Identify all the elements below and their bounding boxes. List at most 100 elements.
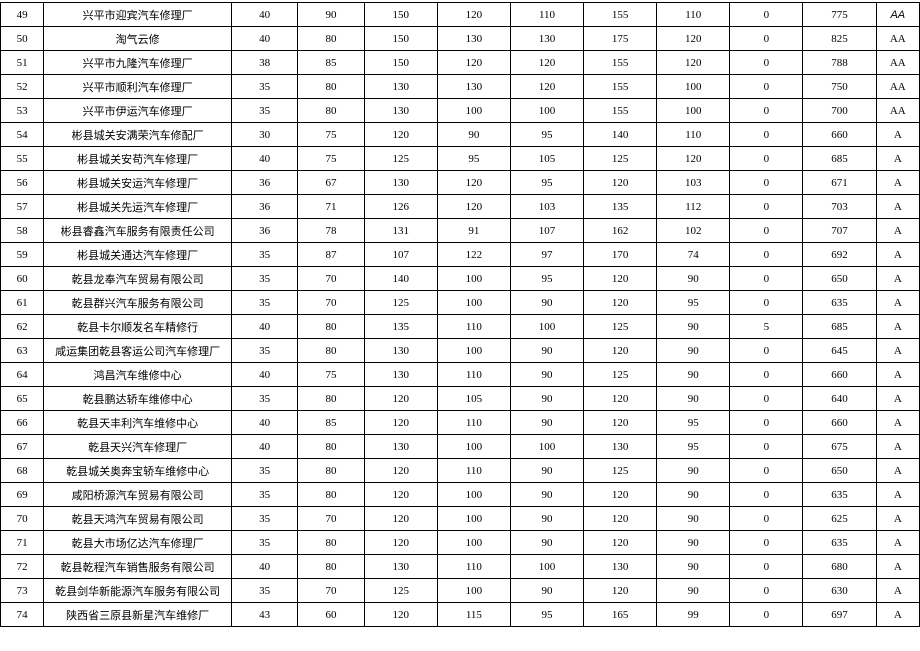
cell-value: 162	[584, 219, 657, 243]
cell-grade: A	[876, 243, 919, 267]
table-row: 54彬县城关安满荣汽车修配厂307512090951401100660A	[1, 123, 920, 147]
cell-value: 90	[510, 411, 583, 435]
cell-value: 90	[657, 315, 730, 339]
table-row: 66乾县天丰利汽车维修中心408512011090120950660A	[1, 411, 920, 435]
cell-index: 56	[1, 171, 44, 195]
cell-value: 90	[657, 555, 730, 579]
table-row: 69咸阳桥源汽车贸易有限公司358012010090120900635A	[1, 483, 920, 507]
cell-value: 707	[803, 219, 876, 243]
cell-value: 750	[803, 75, 876, 99]
cell-value: 700	[803, 99, 876, 123]
cell-value: 80	[298, 27, 364, 51]
cell-value: 120	[364, 123, 437, 147]
cell-index: 70	[1, 507, 44, 531]
cell-value: 35	[231, 75, 297, 99]
cell-value: 640	[803, 387, 876, 411]
cell-value: 90	[510, 507, 583, 531]
cell-name: 兴平市顺利汽车修理厂	[44, 75, 232, 99]
cell-grade: AA	[876, 3, 919, 27]
cell-value: 165	[584, 603, 657, 627]
cell-value: 5	[730, 315, 803, 339]
cell-value: 120	[437, 51, 510, 75]
table-row: 50淘气云修40801501301301751200825AA	[1, 27, 920, 51]
cell-name: 乾县天鸿汽车贸易有限公司	[44, 507, 232, 531]
cell-value: 120	[657, 51, 730, 75]
cell-value: 100	[437, 339, 510, 363]
cell-name: 乾县卡尔顺发名车精修行	[44, 315, 232, 339]
cell-value: 120	[364, 459, 437, 483]
cell-value: 125	[364, 147, 437, 171]
cell-value: 100	[437, 99, 510, 123]
cell-grade: A	[876, 291, 919, 315]
cell-value: 120	[584, 483, 657, 507]
cell-value: 95	[657, 291, 730, 315]
cell-value: 120	[510, 51, 583, 75]
cell-value: 110	[437, 315, 510, 339]
cell-value: 685	[803, 315, 876, 339]
cell-value: 0	[730, 27, 803, 51]
table-row: 55彬县城关安苟汽车修理厂4075125951051251200685A	[1, 147, 920, 171]
cell-value: 67	[298, 171, 364, 195]
cell-value: 97	[510, 243, 583, 267]
cell-value: 0	[730, 291, 803, 315]
cell-value: 125	[584, 147, 657, 171]
cell-value: 130	[364, 75, 437, 99]
table-row: 65乾县鹏达轿车维修中心358012010590120900640A	[1, 387, 920, 411]
cell-value: 40	[231, 363, 297, 387]
cell-grade: A	[876, 171, 919, 195]
cell-value: 130	[364, 555, 437, 579]
cell-value: 120	[437, 195, 510, 219]
cell-value: 120	[584, 267, 657, 291]
cell-value: 70	[298, 267, 364, 291]
cell-value: 40	[231, 315, 297, 339]
cell-value: 125	[584, 459, 657, 483]
cell-grade: A	[876, 507, 919, 531]
cell-value: 120	[510, 75, 583, 99]
cell-value: 95	[437, 147, 510, 171]
cell-value: 40	[231, 435, 297, 459]
cell-index: 73	[1, 579, 44, 603]
cell-value: 85	[298, 411, 364, 435]
cell-grade: A	[876, 435, 919, 459]
cell-name: 乾县龙奉汽车贸易有限公司	[44, 267, 232, 291]
cell-value: 110	[437, 363, 510, 387]
cell-grade: A	[876, 267, 919, 291]
cell-value: 105	[510, 147, 583, 171]
cell-value: 70	[298, 579, 364, 603]
cell-value: 100	[437, 483, 510, 507]
cell-name: 乾县天丰利汽车维修中心	[44, 411, 232, 435]
cell-value: 671	[803, 171, 876, 195]
cell-grade: AA	[876, 99, 919, 123]
cell-value: 0	[730, 363, 803, 387]
cell-value: 100	[437, 435, 510, 459]
cell-value: 100	[510, 435, 583, 459]
cell-value: 685	[803, 147, 876, 171]
cell-name: 彬县城关先运汽车修理厂	[44, 195, 232, 219]
cell-value: 120	[657, 147, 730, 171]
cell-value: 35	[231, 387, 297, 411]
cell-index: 66	[1, 411, 44, 435]
cell-grade: A	[876, 555, 919, 579]
cell-grade: A	[876, 387, 919, 411]
cell-value: 131	[364, 219, 437, 243]
cell-value: 103	[657, 171, 730, 195]
cell-value: 95	[657, 435, 730, 459]
cell-value: 650	[803, 459, 876, 483]
cell-value: 650	[803, 267, 876, 291]
cell-value: 90	[657, 531, 730, 555]
cell-value: 100	[657, 99, 730, 123]
cell-value: 120	[584, 531, 657, 555]
cell-value: 107	[364, 243, 437, 267]
cell-value: 100	[437, 291, 510, 315]
cell-value: 90	[510, 579, 583, 603]
cell-value: 80	[298, 75, 364, 99]
cell-value: 0	[730, 435, 803, 459]
cell-value: 105	[437, 387, 510, 411]
cell-index: 65	[1, 387, 44, 411]
cell-value: 60	[298, 603, 364, 627]
cell-value: 90	[510, 363, 583, 387]
cell-value: 35	[231, 99, 297, 123]
cell-name: 乾县剑华新能源汽车服务有限公司	[44, 579, 232, 603]
cell-value: 75	[298, 363, 364, 387]
cell-value: 125	[364, 291, 437, 315]
